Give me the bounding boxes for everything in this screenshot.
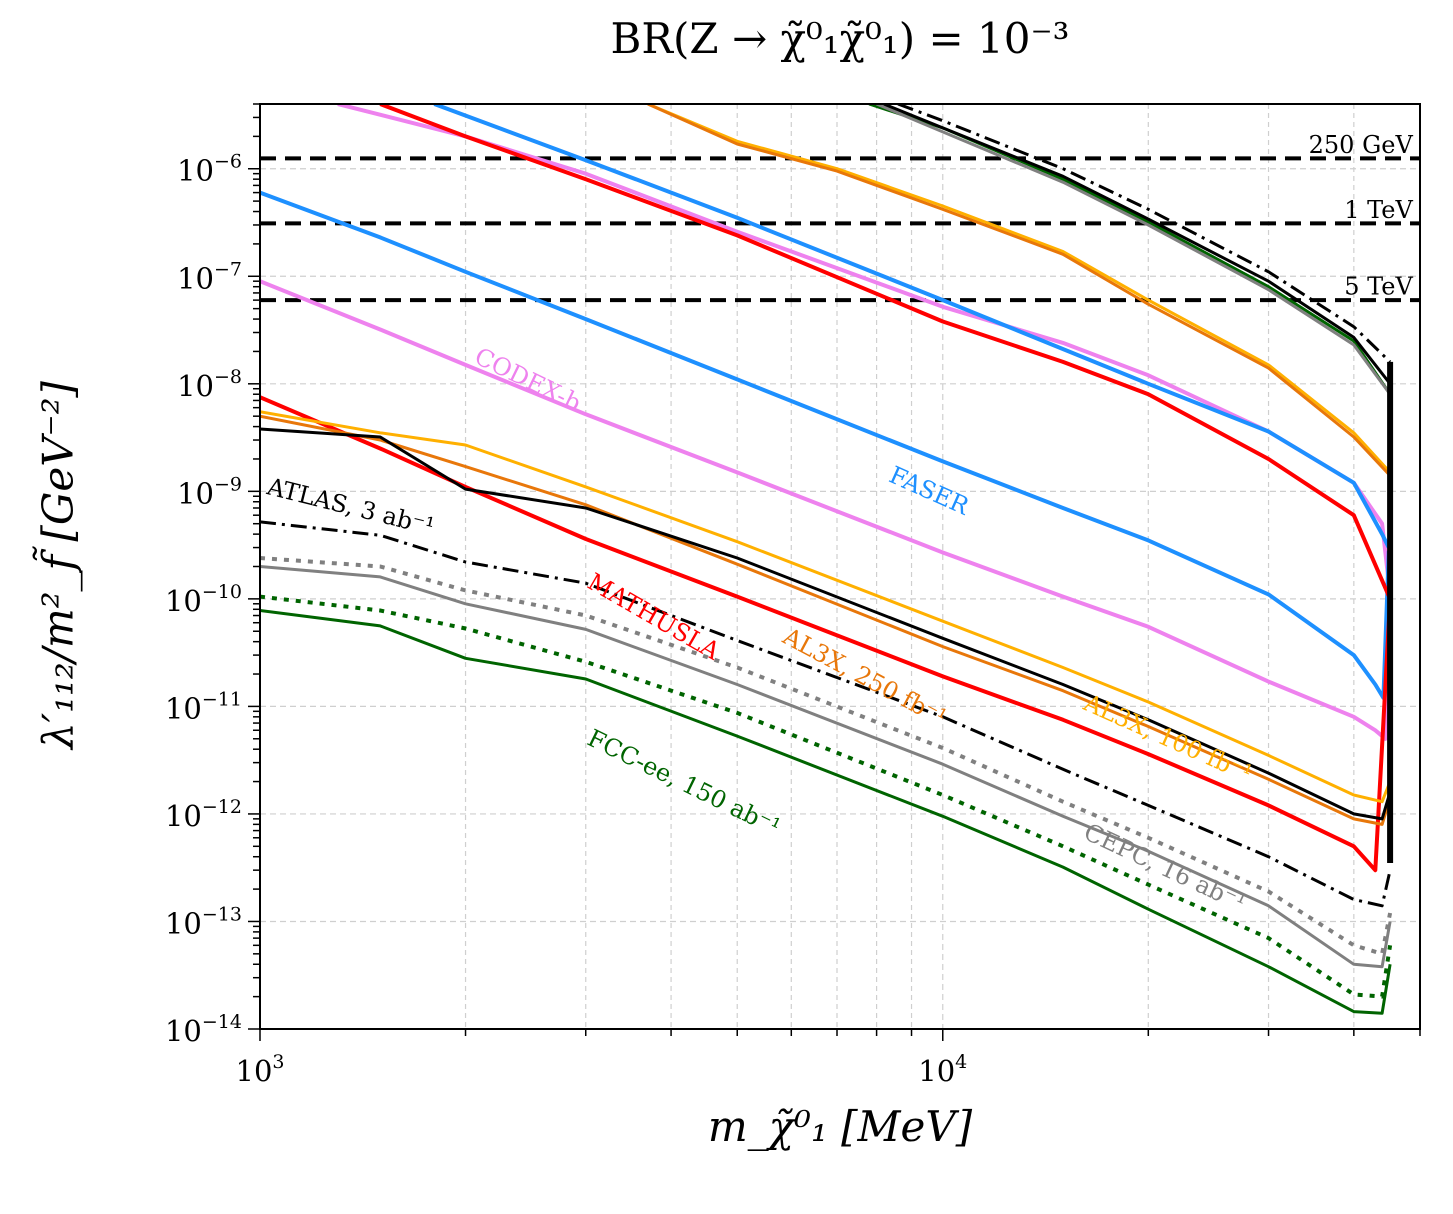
series-line-3 <box>433 104 1391 549</box>
y-tick-label: 10−13 <box>165 903 242 940</box>
series-line-9 <box>260 520 1392 908</box>
series-line-11 <box>260 565 1392 969</box>
series-line-13 <box>260 609 1392 1015</box>
series-line-10 <box>260 556 1393 956</box>
x-tick-label: 103 <box>236 1051 285 1088</box>
series-line-6 <box>260 410 1392 804</box>
y-tick-label: 10−9 <box>177 473 242 510</box>
annotation-label: 250 GeV <box>1309 131 1414 159</box>
series-line-12 <box>260 594 1393 999</box>
annotation-label: 1 TeV <box>1344 196 1413 224</box>
y-tick-label: 10−14 <box>165 1011 242 1048</box>
x-axis-label: m_χ̃⁰₁ [MeV] <box>707 1102 973 1151</box>
y-axis-label: λ′₁₁₂/m²_f̃ [GeV⁻²] <box>33 381 83 749</box>
y-tick-label: 10−11 <box>165 688 242 725</box>
series-line-17 <box>876 104 1392 396</box>
axis-ticks: 103 104 10−14 10−13 10−12 10−11 10−10 10−9 10−8 1… <box>165 103 1421 1088</box>
reference-lines <box>260 156 1420 303</box>
series-line-19 <box>897 104 1392 363</box>
y-tick-label: 10−6 <box>177 151 242 188</box>
y-tick-label: 10−7 <box>177 258 242 295</box>
series-line-18 <box>883 104 1392 385</box>
series-lines <box>260 104 1394 1015</box>
series-line-0 <box>260 279 1393 741</box>
series-line-5 <box>379 104 1392 600</box>
series-line-2 <box>260 190 1391 700</box>
annotation-label: CODEX-b <box>470 342 585 417</box>
y-tick-label: 10−10 <box>165 581 242 618</box>
chart-title: BR(Z → χ̃⁰₁χ̃⁰₁) = 10⁻³ <box>610 14 1070 63</box>
series-line-15 <box>647 104 1392 477</box>
series-line-7 <box>260 414 1392 826</box>
series-line-14 <box>647 104 1392 474</box>
x-tick-label: 104 <box>918 1051 967 1088</box>
annotation-label: CEPC, 16 ab⁻¹ <box>1080 818 1250 917</box>
series-line-8 <box>260 427 1392 821</box>
y-tick-label: 10−8 <box>177 366 242 403</box>
annotation-label: 5 TeV <box>1344 272 1413 300</box>
annotation-label: ATLAS, 3 ab⁻¹ <box>263 472 437 541</box>
y-tick-label: 10−12 <box>165 796 242 833</box>
